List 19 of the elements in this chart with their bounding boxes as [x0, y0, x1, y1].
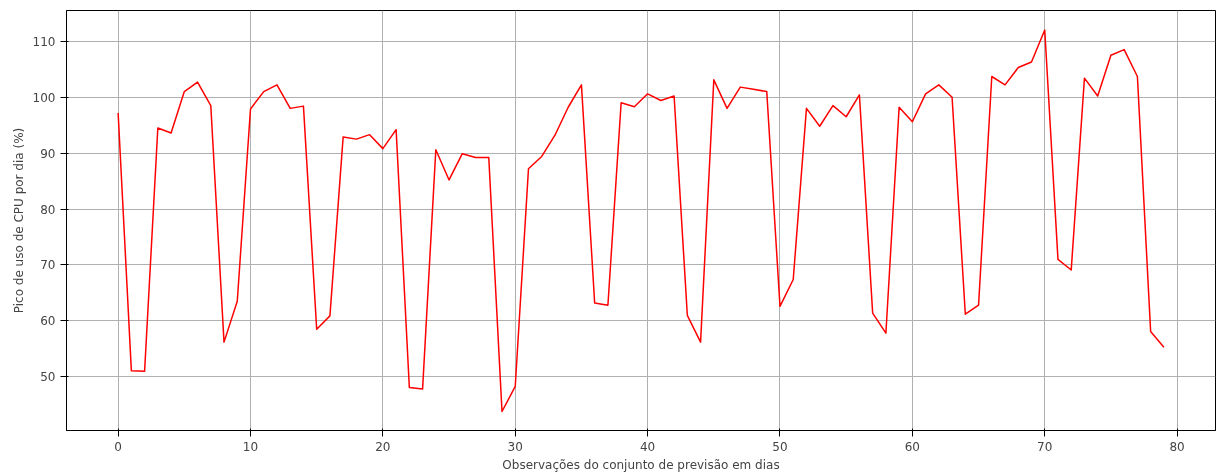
y-tick-label: 80: [40, 202, 56, 217]
y-tick-label: 90: [40, 146, 56, 161]
x-tick-label: 70: [1037, 439, 1053, 454]
x-tick-label: 0: [114, 439, 122, 454]
x-tick-label: 80: [1169, 439, 1185, 454]
x-tick-label: 50: [772, 439, 788, 454]
y-tick-label: 70: [40, 258, 56, 273]
x-tick-label: 40: [639, 439, 656, 454]
line-series: [117, 29, 1165, 413]
x-tick-label: 20: [375, 439, 391, 454]
x-tick-label: 10: [242, 439, 259, 454]
x-axis-title: Observações do conjunto de previsão em dias: [502, 457, 780, 472]
y-tick-label: 100: [32, 90, 56, 105]
x-tick-label: 30: [507, 439, 523, 454]
y-tick-label: 60: [40, 314, 56, 329]
y-tick-label: 110: [32, 34, 56, 49]
y-tick-label: 50: [40, 370, 56, 385]
x-tick-label: 60: [904, 439, 921, 454]
y-axis-title: Pico de uso de CPU por dia (%): [11, 127, 26, 314]
